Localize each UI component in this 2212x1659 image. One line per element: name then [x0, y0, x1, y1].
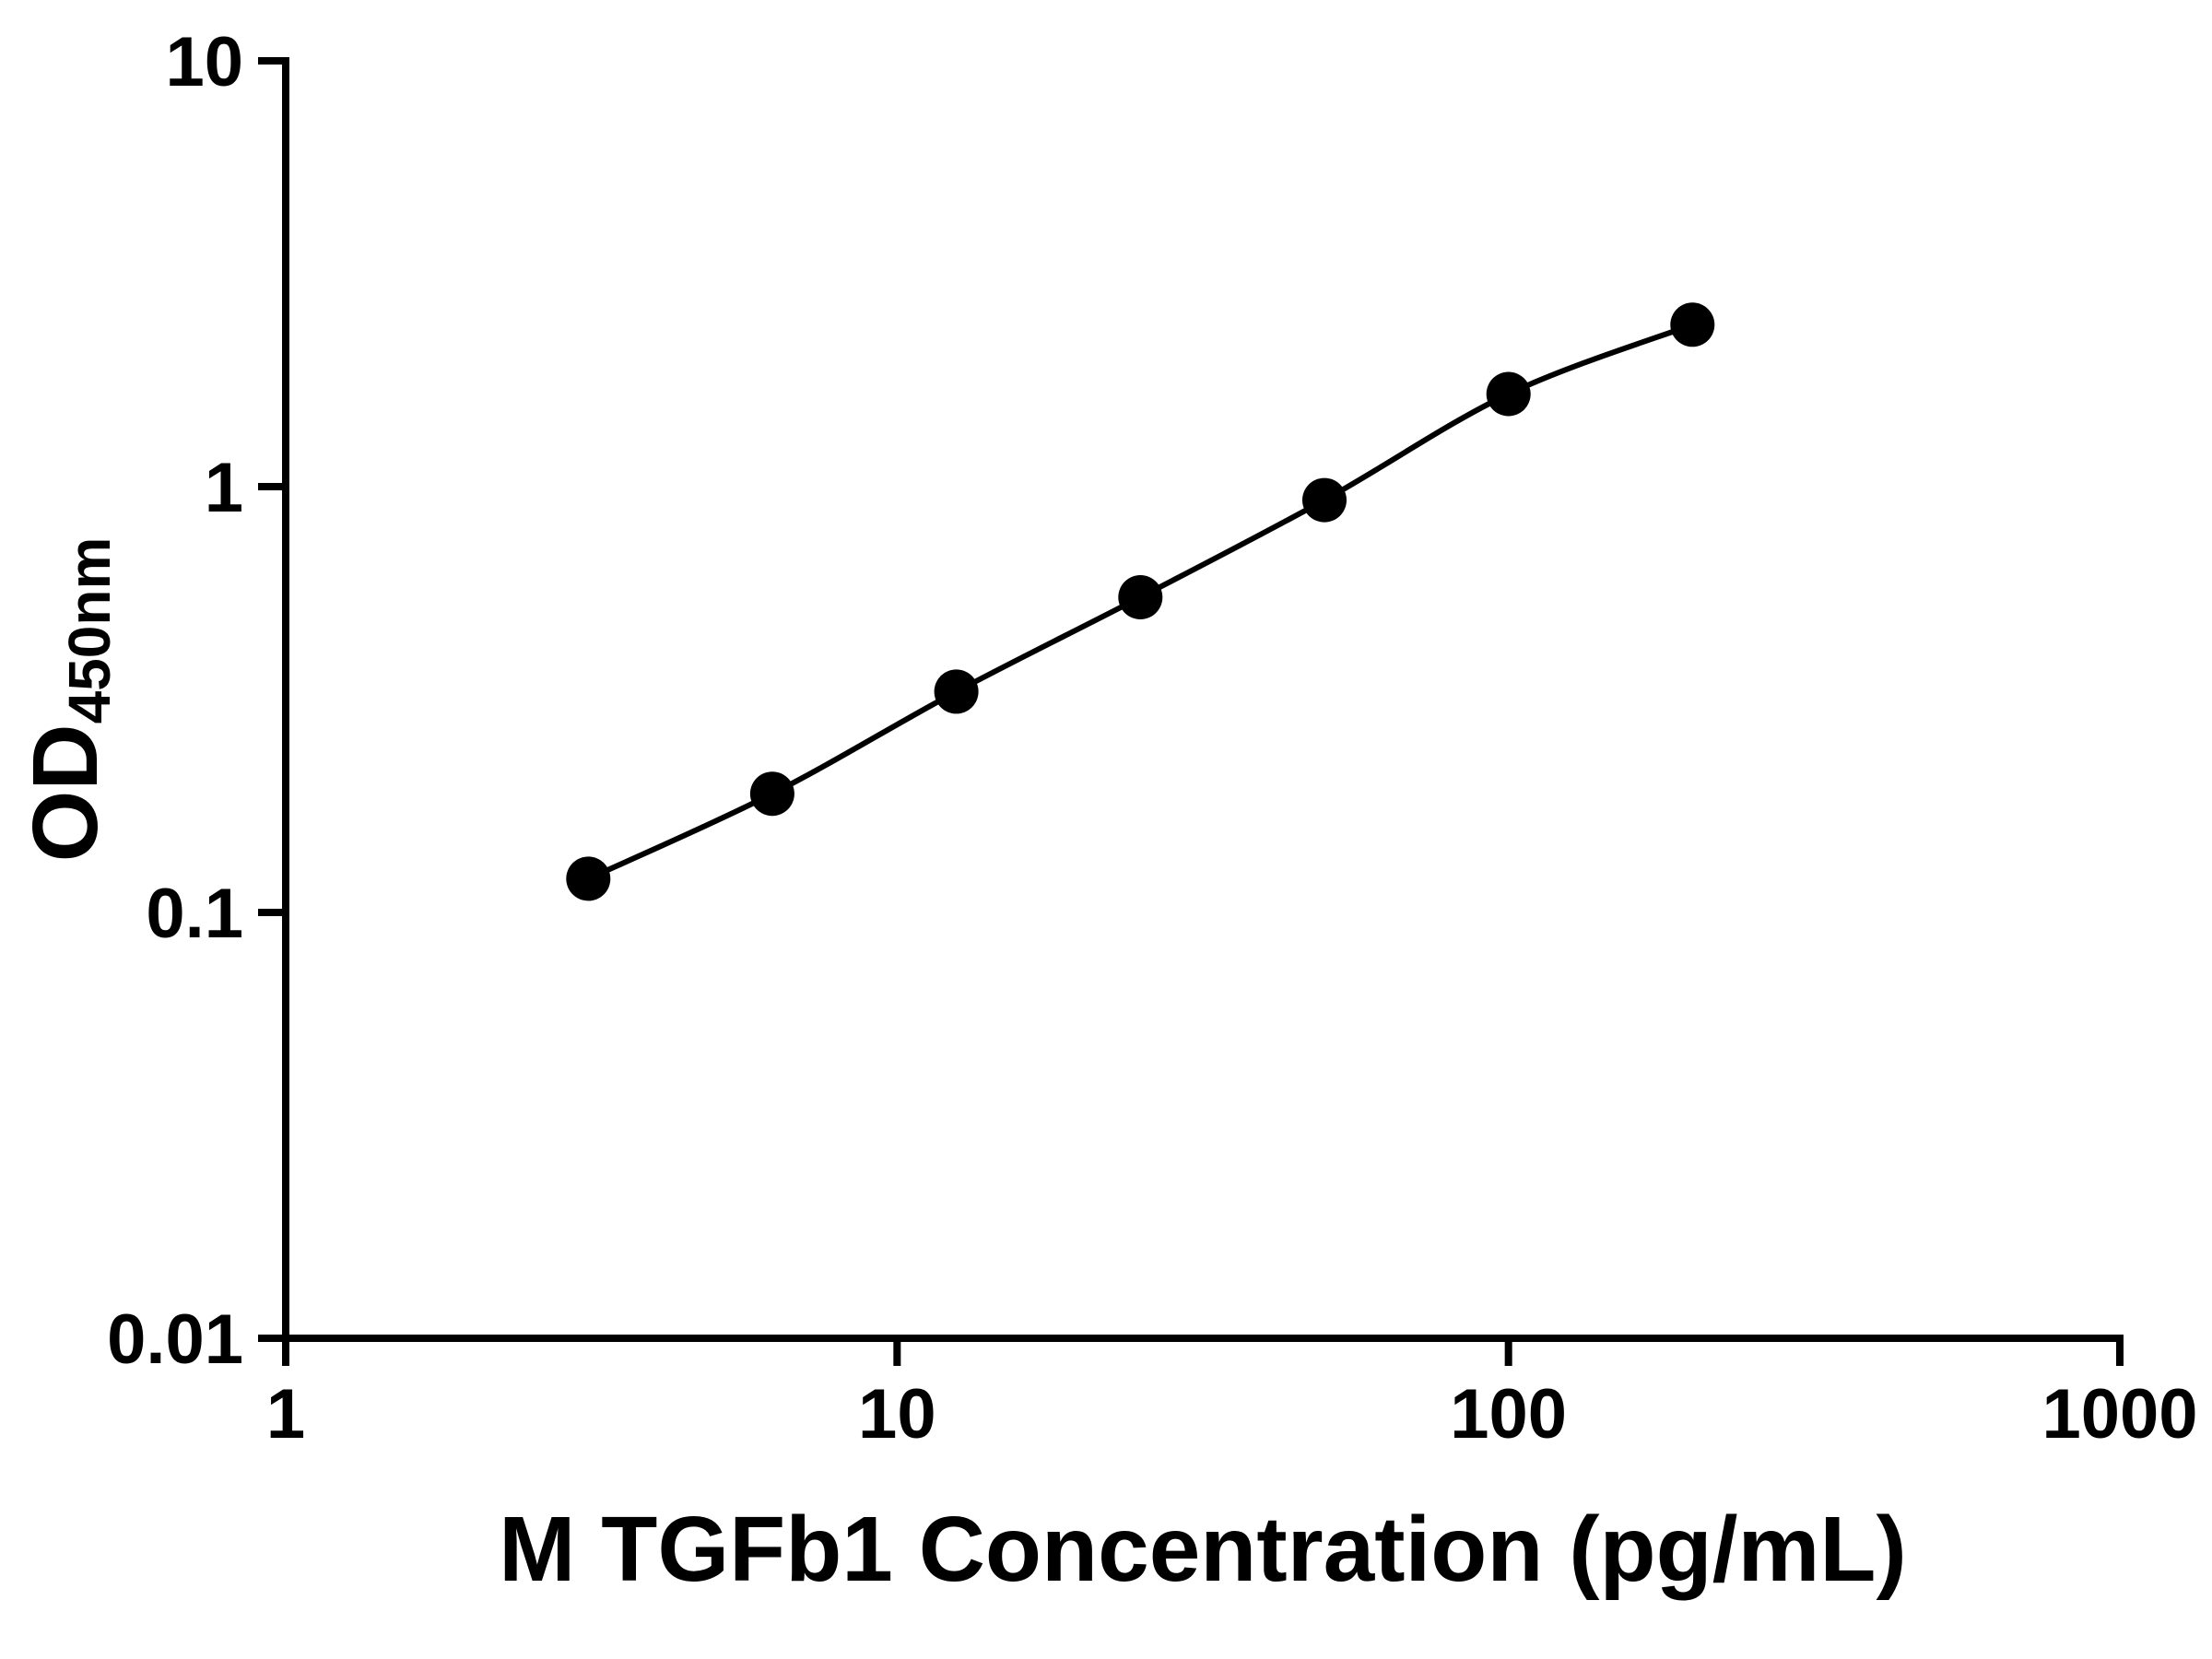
y-axis-title: OD450nm — [14, 537, 123, 863]
data-point — [749, 771, 794, 817]
y-tick-label: 0.1 — [146, 875, 243, 953]
data-point — [1486, 371, 1531, 417]
data-point — [1302, 477, 1347, 523]
data-point — [1118, 575, 1163, 619]
y-tick-label: 0.01 — [107, 1300, 243, 1379]
data-point — [566, 856, 611, 901]
y-tick-label: 10 — [165, 23, 243, 101]
x-tick-label: 100 — [1450, 1375, 1567, 1453]
data-point — [934, 669, 979, 714]
y-tick-label: 1 — [205, 449, 243, 527]
axis-spine — [282, 57, 2124, 1342]
x-tick-label: 10 — [858, 1375, 936, 1453]
x-tick-label: 1000 — [2041, 1375, 2197, 1453]
x-axis-title: M TGFb1 Concentration (pg/mL) — [499, 1498, 1907, 1601]
x-tick-label: 1 — [266, 1375, 305, 1453]
data-point — [1670, 302, 1715, 347]
